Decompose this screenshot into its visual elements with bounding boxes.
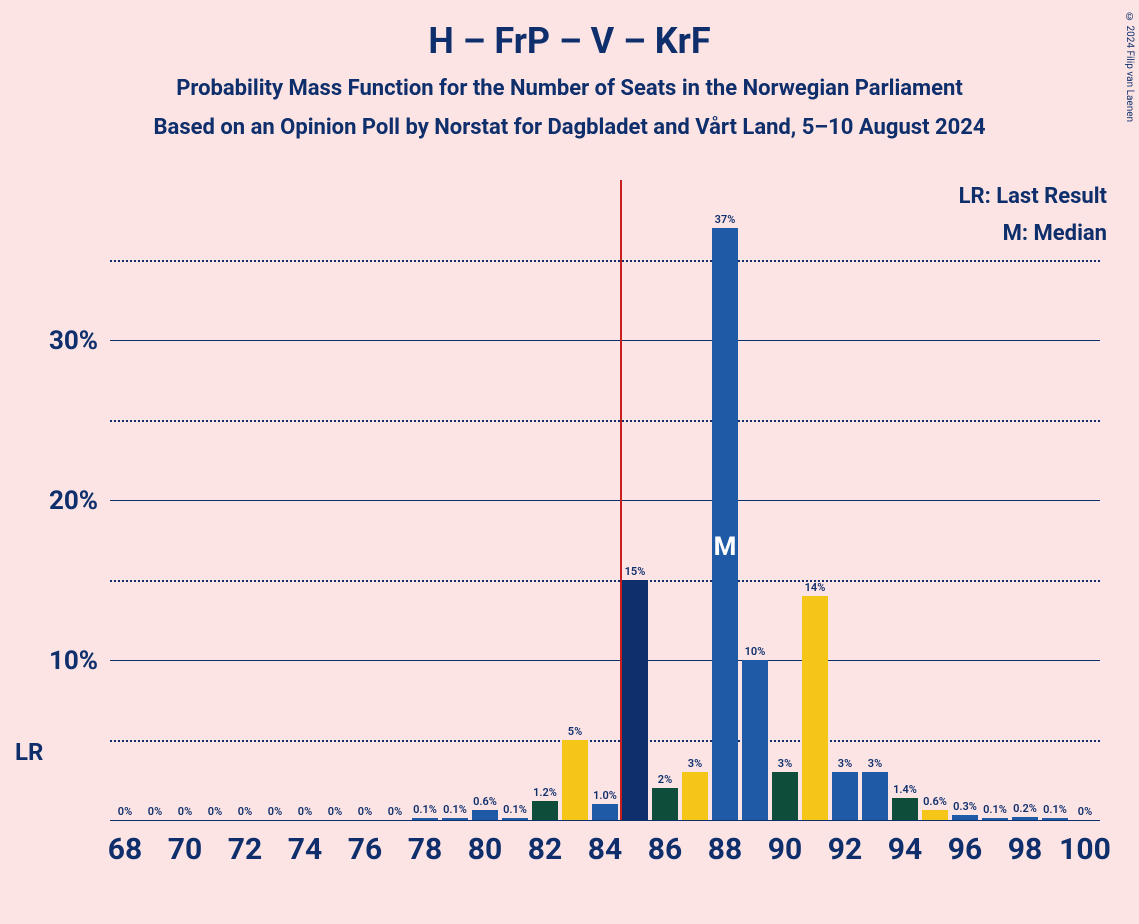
bar-value-label: 3%: [778, 757, 792, 770]
lr-marker: LR: [15, 738, 43, 766]
bar-value-label: 0%: [1078, 805, 1092, 818]
bar: 3%: [682, 772, 707, 820]
x-tick-label: 88: [708, 832, 742, 867]
median-marker: M: [714, 532, 737, 562]
bar-value-label: 1.0%: [593, 789, 617, 802]
x-tick-label: 86: [648, 832, 682, 867]
bar-value-label: 3%: [868, 757, 882, 770]
bar-value-label: 0.2%: [1013, 802, 1037, 815]
x-tick-label: 68: [108, 832, 142, 867]
bar: 37%: [712, 228, 737, 820]
plot-area: 10% 20% 30% 0% 0% 0% 0% 0% 0% 0% 0% 0% 0% 0.1% 0.1% 0.6…: [110, 180, 1100, 820]
bar: 14%: [802, 596, 827, 820]
bar-value-label: 3%: [688, 757, 702, 770]
bar-value-label: 14%: [805, 581, 826, 594]
gridline-major: 20%: [110, 500, 1100, 501]
y-tick-label: 30%: [49, 326, 98, 356]
x-tick-label: 80: [468, 832, 502, 867]
x-tick-label: 96: [948, 832, 982, 867]
credit-text: © 2024 Filip van Laenen: [1124, 12, 1135, 122]
bar-value-label: 0%: [328, 805, 342, 818]
x-tick-label: 90: [768, 832, 802, 867]
bar-value-label: 0.1%: [983, 803, 1007, 816]
bar-value-label: 1.4%: [893, 783, 917, 796]
bar: 15%: [622, 580, 647, 820]
bar-value-label: 0.6%: [473, 795, 497, 808]
bar: 0.1%: [442, 818, 467, 820]
bar: 0.6%: [922, 810, 947, 820]
x-tick-label: 98: [1008, 832, 1042, 867]
x-tick-label: 84: [588, 832, 622, 867]
bar-value-label: 0.1%: [413, 803, 437, 816]
bar-value-label: 15%: [625, 565, 646, 578]
bar-value-label: 0%: [388, 805, 402, 818]
x-tick-label: 74: [288, 832, 322, 867]
bar: 5%: [562, 740, 587, 820]
bar: 0.6%: [472, 810, 497, 820]
bar: 0.1%: [412, 818, 437, 820]
bar-value-label: 5%: [568, 725, 582, 738]
gridline-minor: [110, 740, 1100, 742]
y-tick-label: 20%: [49, 486, 98, 516]
x-tick-label: 100: [1059, 832, 1111, 867]
x-tick-label: 78: [408, 832, 442, 867]
bar: 3%: [862, 772, 887, 820]
gridline-minor: [110, 420, 1100, 422]
bar: 1.2%: [532, 801, 557, 820]
bar-value-label: 0.1%: [503, 803, 527, 816]
chart-subtitle-1: Probability Mass Function for the Number…: [0, 76, 1139, 101]
lr-line: [620, 180, 622, 820]
bar: 0.1%: [982, 818, 1007, 820]
bar: 0.2%: [1012, 817, 1037, 820]
bar: 3%: [832, 772, 857, 820]
bar-value-label: 0%: [268, 805, 282, 818]
bar-value-label: 0%: [298, 805, 312, 818]
x-tick-label: 76: [348, 832, 382, 867]
bar: 0.1%: [1042, 818, 1067, 820]
bar: 10%: [742, 660, 767, 820]
bar-value-label: 0%: [238, 805, 252, 818]
x-tick-label: 82: [528, 832, 562, 867]
bar-value-label: 0.1%: [1043, 803, 1067, 816]
bar-value-label: 0.6%: [923, 795, 947, 808]
x-tick-label: 94: [888, 832, 922, 867]
bar-value-label: 0.1%: [443, 803, 467, 816]
bar: 0.1%: [502, 818, 527, 820]
y-tick-label: 10%: [49, 646, 98, 676]
bar: 0.3%: [952, 815, 977, 820]
bar-value-label: 3%: [838, 757, 852, 770]
bar-value-label: 0%: [208, 805, 222, 818]
bar: 3%: [772, 772, 797, 820]
gridline-major: 10%: [110, 660, 1100, 661]
bar-value-label: 0%: [178, 805, 192, 818]
gridline-minor: [110, 580, 1100, 582]
bar: 1.4%: [892, 798, 917, 820]
gridline-minor: [110, 260, 1100, 262]
bar-value-label: 1.2%: [533, 786, 557, 799]
bar-value-label: 37%: [715, 213, 736, 226]
x-axis: 68707274767880828486889092949698100: [110, 826, 1100, 876]
bar: 1.0%: [592, 804, 617, 820]
gridline-major: 30%: [110, 340, 1100, 341]
bar-value-label: 0%: [118, 805, 132, 818]
chart-subtitle-2: Based on an Opinion Poll by Norstat for …: [0, 115, 1139, 140]
bar-value-label: 0%: [148, 805, 162, 818]
bar-value-label: 0.3%: [953, 800, 977, 813]
bar: 2%: [652, 788, 677, 820]
bar-value-label: 10%: [745, 645, 766, 658]
chart-title: H – FrP – V – KrF: [0, 0, 1139, 62]
x-tick-label: 70: [168, 832, 202, 867]
bar-value-label: 2%: [658, 773, 672, 786]
x-tick-label: 72: [228, 832, 262, 867]
bar-value-label: 0%: [358, 805, 372, 818]
x-tick-label: 92: [828, 832, 862, 867]
baseline: [110, 820, 1100, 821]
